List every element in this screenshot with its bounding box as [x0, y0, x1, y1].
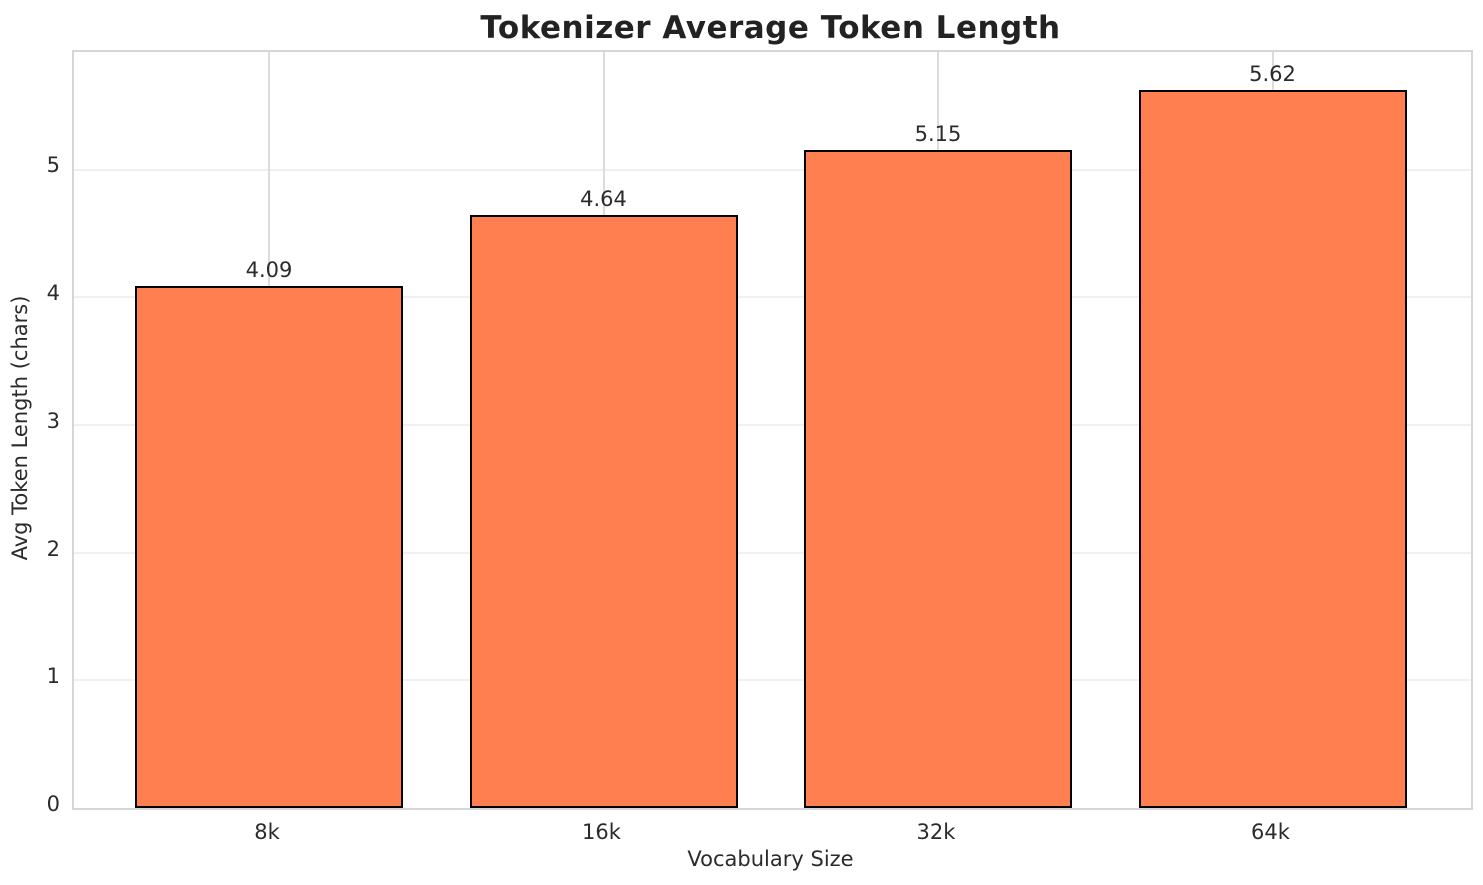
- x-axis-label: Vocabulary Size: [687, 847, 854, 871]
- x-tick-label: 8k: [254, 820, 280, 844]
- y-tick-label: 3: [46, 408, 60, 433]
- y-tick-label: 0: [46, 792, 60, 816]
- y-tick-label: 4: [46, 281, 60, 306]
- bar-value-label: 4.64: [580, 187, 627, 212]
- x-tick-label: 32k: [916, 820, 956, 844]
- bar-32k: [804, 150, 1072, 808]
- x-tick-label: 16k: [582, 820, 621, 844]
- y-tick-label: 1: [46, 664, 60, 689]
- bar-8k: [135, 285, 403, 808]
- bar-value-label: 4.09: [245, 257, 293, 282]
- y-tick-label: 2: [46, 536, 60, 561]
- bar-16k: [469, 215, 738, 808]
- bar-64k: [1138, 90, 1407, 808]
- gridline-horizontal: [74, 168, 1471, 171]
- gridline-horizontal: [74, 296, 1471, 299]
- bar-value-label: 5.15: [914, 122, 962, 147]
- gridline-horizontal: [74, 679, 1471, 682]
- plot-area: 4.09 4.64 5.15 5.62: [72, 50, 1473, 810]
- gridline-horizontal: [74, 423, 1471, 426]
- bar-value-label: 5.62: [1249, 62, 1296, 87]
- gridline-horizontal: [74, 551, 1471, 554]
- y-tick-label: 5: [46, 153, 60, 178]
- x-tick-label: 64k: [1251, 820, 1290, 844]
- chart-title: Tokenizer Average Token Length: [480, 10, 1061, 46]
